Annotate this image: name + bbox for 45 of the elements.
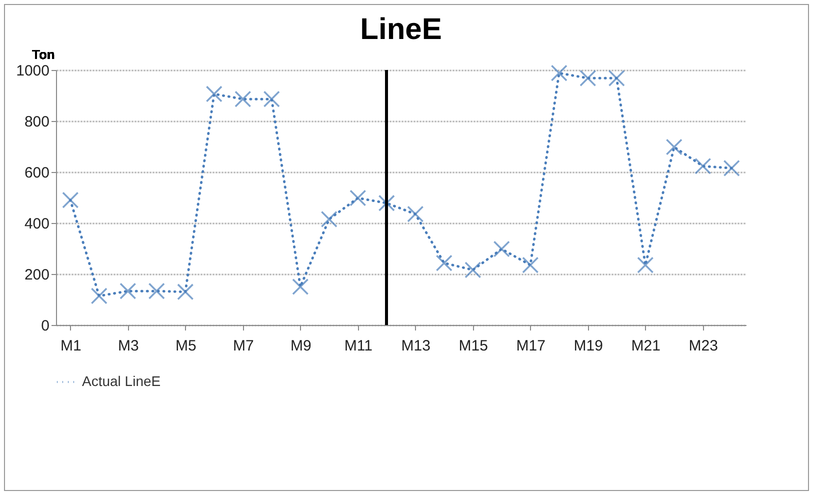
point [320,210,338,228]
point [550,64,568,82]
y-tick-label: 600 [24,164,50,182]
x-tick-label: M17 [516,338,546,354]
point [436,254,452,272]
point [148,282,165,300]
x-tick-label: M13 [401,338,430,354]
point [464,262,482,278]
point [580,70,596,86]
point [608,70,625,86]
point [90,288,108,304]
point [350,190,366,206]
legend-label: Actual LineE [82,373,161,389]
x-tick-label: M3 [118,338,139,354]
point [407,206,424,222]
y-tick-label: 400 [24,216,50,232]
x-tick-label: M1 [60,338,82,354]
point [694,158,712,174]
x-tick-label: M9 [290,338,312,354]
y-axis-title: Ton [32,47,55,62]
x-tick-label: M19 [574,338,603,354]
point [234,90,252,108]
point [292,278,309,296]
point [666,138,682,156]
point [637,256,654,274]
x-tick-label: M15 [458,338,488,354]
y-tick-label: 1000 [16,62,50,80]
x-tick-label: M5 [175,338,196,354]
point [120,282,136,300]
point [62,192,79,208]
point [522,256,539,274]
x-tick-label: M11 [344,338,372,354]
y-tick-label: 800 [24,114,50,130]
x-tick-label: M21 [631,338,660,354]
x-tick-label: M23 [688,338,718,354]
chart-title: LineE [360,13,442,46]
point [206,86,222,102]
point [263,90,280,108]
y-tick-label: 0 [41,318,50,334]
point [723,160,740,176]
point [378,194,395,212]
point [177,284,194,300]
point [493,240,510,258]
y-tick-label: 200 [24,266,50,284]
x-tick-label: M7 [232,338,254,354]
